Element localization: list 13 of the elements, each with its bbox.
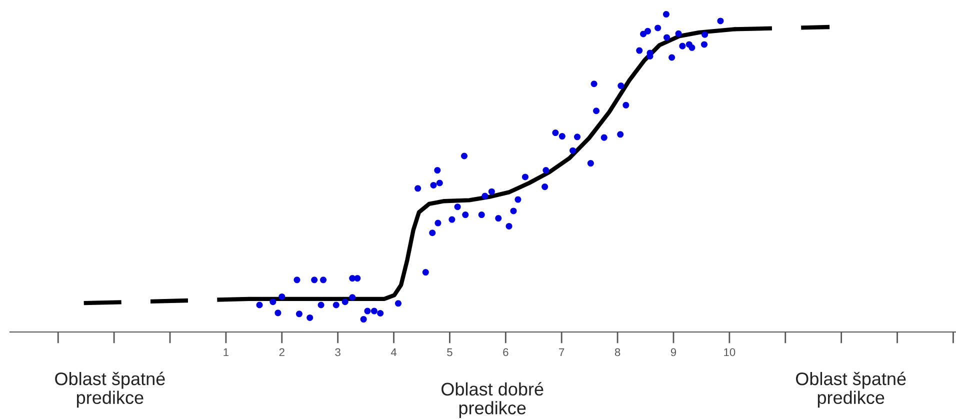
- x-tick-label: 2: [279, 348, 284, 356]
- x-tick-label: 3: [335, 348, 340, 356]
- x-tick-label: 7: [559, 348, 564, 356]
- text: Oblast špatné predikce: [55, 372, 165, 408]
- text: Oblast dobré predikce: [442, 382, 544, 418]
- x-tick-label: 10: [724, 348, 736, 356]
- x-tick-label: 1: [224, 348, 228, 356]
- text: Oblast špatné predikce: [796, 372, 906, 408]
- x-tick-label: 6: [503, 348, 508, 356]
- x-tick-label: 9: [670, 348, 676, 356]
- x-tick-label: 4: [390, 348, 397, 356]
- x-tick-label: 8: [614, 348, 620, 356]
- x-tick-label: 5: [447, 348, 452, 356]
